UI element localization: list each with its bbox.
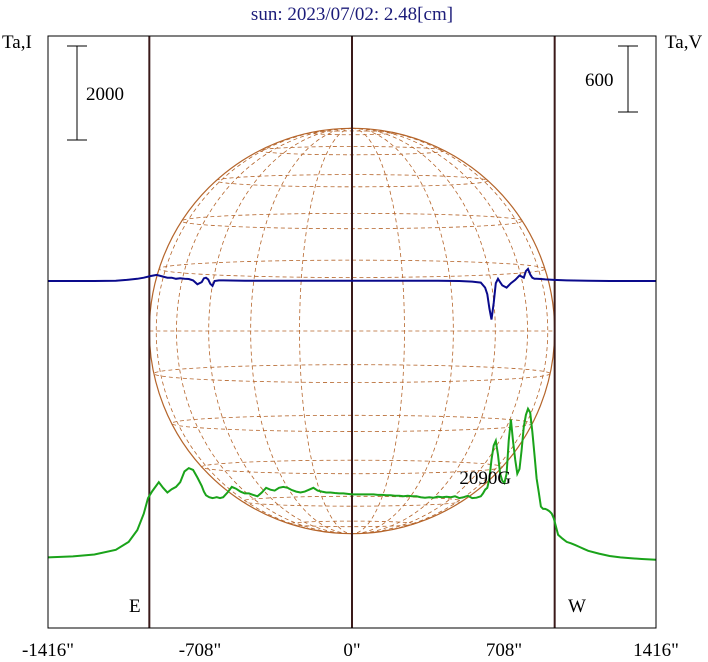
right-axis-label: Ta,V [665,32,702,53]
left-scale-bar [67,45,87,141]
right-scale-bar [618,45,638,113]
x-tick-label: 1416" [633,640,679,661]
east-label: E [129,596,141,617]
longitude-line [176,127,353,535]
x-tick-label: -708" [179,640,222,661]
right-scale-value: 600 [585,70,614,91]
x-tick-label: 708" [486,640,522,661]
x-tick-labels: -1416" -708" 0" 708" 1416" [22,640,679,661]
stokes-i-series [47,406,657,561]
stokes-v-series [48,267,656,320]
plot-frame [47,35,657,629]
region-annotation: 2090G [459,468,511,489]
latitude-line [158,259,546,278]
longitude-line [299,127,353,535]
longitude-line [351,127,496,535]
longitude-line [208,127,353,535]
left-scale-value: 2000 [86,84,124,105]
x-tick-label: 0" [343,640,360,661]
left-axis-label: Ta,I [2,32,32,53]
x-tick-label: -1416" [22,640,74,661]
west-label: W [568,596,586,617]
longitude-line [351,127,454,535]
longitude-line [250,127,353,535]
latitude-line [289,520,415,528]
longitude-line [351,127,405,535]
longitude-line [351,127,528,535]
chart-title: sun: 2023/07/02: 2.48[cm] [251,4,453,25]
